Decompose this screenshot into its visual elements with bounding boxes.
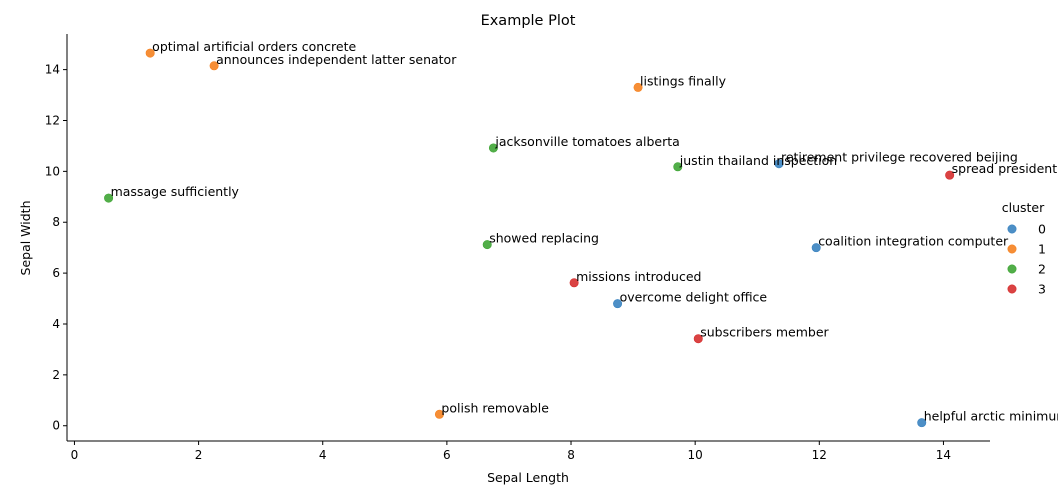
point-label: missions introduced <box>576 269 701 284</box>
y-tick-label: 12 <box>45 113 60 127</box>
legend: cluster 0 1 2 3 <box>1002 200 1046 297</box>
x-axis: 0 2 4 6 8 10 12 14 <box>67 440 990 462</box>
point-label: showed replacing <box>489 231 599 246</box>
chart-title: Example Plot <box>481 13 576 29</box>
point-label: retirement privilege recovered beijing <box>781 150 1018 165</box>
legend-marker-1 <box>1007 244 1017 254</box>
data-point <box>774 159 784 169</box>
point-label: overcome delight office <box>620 290 768 305</box>
point-label: polish removable <box>441 400 549 415</box>
series-3: spread president missions introduced subsc… <box>569 161 1058 344</box>
x-tick-label: 12 <box>812 448 827 462</box>
point-label: spread president <box>952 161 1058 176</box>
data-point <box>209 61 219 71</box>
legend-marker-0 <box>1007 224 1017 234</box>
point-label: optimal artificial orders concrete <box>152 39 356 54</box>
series-1: optimal artificial orders concreteannoun… <box>145 39 727 419</box>
y-tick-label: 4 <box>52 317 60 331</box>
data-point <box>633 82 643 92</box>
data-point <box>811 243 821 253</box>
legend-label-2: 2 <box>1038 262 1046 277</box>
data-point <box>104 193 114 203</box>
point-label: helpful arctic minimum <box>924 409 1058 424</box>
y-axis-label: Sepal Width <box>18 201 33 276</box>
y-tick-label: 10 <box>45 164 60 178</box>
point-label: massage sufficiently <box>111 184 240 199</box>
x-tick-label: 4 <box>319 448 327 462</box>
x-tick-label: 2 <box>195 448 203 462</box>
data-point <box>488 143 498 153</box>
y-tick-label: 8 <box>52 215 60 229</box>
point-label: subscribers member <box>700 325 829 340</box>
point-label: coalition integration computer <box>818 234 1009 249</box>
data-point <box>569 278 579 288</box>
data-point <box>434 409 444 419</box>
y-axis: 0 2 4 6 8 10 12 14 <box>45 34 68 441</box>
point-label: justin thailand inspection <box>679 153 837 168</box>
data-point <box>693 334 703 344</box>
series-0: retirement privilege recovered beijing co… <box>613 150 1058 428</box>
data-point <box>945 170 955 180</box>
legend-title: cluster <box>1002 200 1045 215</box>
legend-marker-3 <box>1007 284 1017 294</box>
data-point <box>613 299 623 309</box>
x-tick-label: 8 <box>567 448 575 462</box>
plot-area: retirement privilege recovered beijing co… <box>104 39 1058 428</box>
y-tick-label: 0 <box>52 419 60 433</box>
legend-label-3: 3 <box>1038 282 1046 297</box>
y-tick-label: 14 <box>45 63 60 77</box>
data-point <box>482 240 492 250</box>
x-tick-label: 14 <box>936 448 951 462</box>
point-label: announces independent latter senator <box>216 52 457 67</box>
x-tick-label: 10 <box>688 448 703 462</box>
point-label: jacksonville tomatoes alberta <box>494 134 679 149</box>
legend-label-1: 1 <box>1038 242 1046 257</box>
point-label: listings finally <box>640 73 727 88</box>
legend-label-0: 0 <box>1038 222 1046 237</box>
y-tick-label: 6 <box>52 266 60 280</box>
y-tick-label: 2 <box>52 368 60 382</box>
data-point <box>673 162 683 172</box>
data-point <box>917 418 927 428</box>
x-tick-label: 6 <box>443 448 451 462</box>
x-axis-label: Sepal Length <box>487 470 569 485</box>
data-point <box>145 48 155 58</box>
x-tick-label: 0 <box>71 448 79 462</box>
legend-marker-2 <box>1007 264 1017 274</box>
